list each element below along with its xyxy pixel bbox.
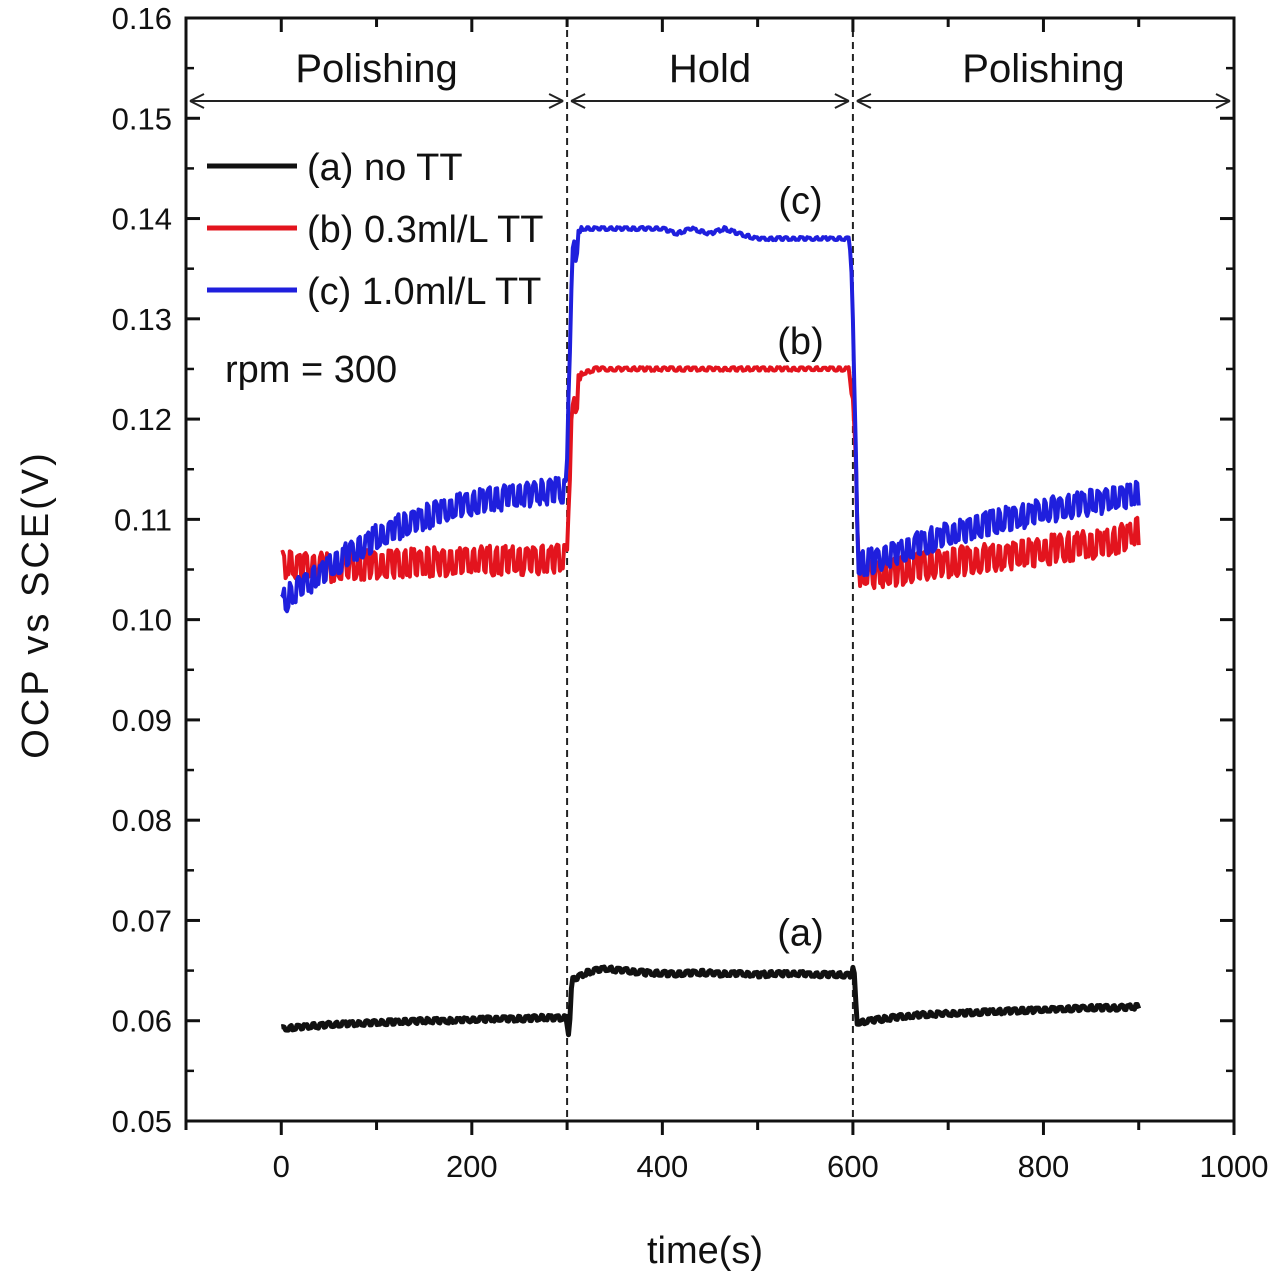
region-arrow-head-right — [834, 93, 850, 109]
region-label: Polishing — [295, 47, 457, 91]
region-label: Hold — [669, 47, 751, 91]
y-tick-label: 0.09 — [112, 703, 172, 738]
series-tag: (a) — [777, 913, 823, 955]
legend-label: (b) 0.3ml/L TT — [307, 209, 544, 251]
x-tick-label: 1000 — [1200, 1149, 1269, 1184]
series-tags: (a) (b) (c) — [777, 181, 823, 955]
region-arrow-head-left — [570, 93, 586, 109]
y-tick-label: 0.15 — [112, 101, 172, 136]
legend-label: (a) no TT — [307, 147, 463, 189]
y-tick-label: 0.14 — [112, 202, 172, 237]
y-tick-label: 0.13 — [112, 302, 172, 337]
x-tick-label: 0 — [273, 1149, 290, 1184]
y-axis-title: OCP vs SCE(V) — [15, 450, 57, 759]
rpm-annotation: rpm = 300 — [225, 349, 397, 391]
y-tick-label: 0.11 — [114, 502, 172, 537]
y-tick-label: 0.08 — [112, 803, 172, 838]
divider-lines — [566, 18, 854, 1121]
y-tick-label: 0.16 — [112, 1, 172, 36]
series-line-c — [280, 225, 1141, 614]
legend-label: (c) 1.0ml/L TT — [307, 271, 541, 313]
x-axis-title: time(s) — [647, 1230, 763, 1272]
y-tick-label: 0.06 — [112, 1004, 172, 1039]
legend: (a) no TT (b) 0.3ml/L TT (c) 1.0ml/L TT — [207, 147, 544, 313]
axes: 0.05 0.06 0.07 0.08 0.09 0.10 0.11 0.12 0.13 0.14… — [112, 1, 1269, 1184]
region-label: Polishing — [962, 47, 1124, 91]
region-arrow-head-left — [856, 93, 872, 109]
y-tick-label: 0.10 — [112, 603, 172, 638]
series-line-a — [280, 964, 1142, 1038]
x-tick-label: 800 — [1018, 1149, 1070, 1184]
region-arrow-head-right — [548, 93, 564, 109]
x-tick-label: 400 — [636, 1149, 688, 1184]
region-arrow-head-right — [1215, 93, 1231, 109]
series-tag: (c) — [778, 181, 822, 223]
region-labels: Polishing Hold Polishing — [189, 47, 1231, 109]
series-tag: (b) — [777, 321, 823, 363]
x-tick-label: 200 — [446, 1149, 498, 1184]
series-line-b — [280, 365, 1141, 590]
series-lines — [280, 225, 1142, 1038]
region-arrow-head-left — [189, 93, 205, 109]
y-tick-label: 0.05 — [112, 1104, 172, 1139]
x-tick-label: 600 — [827, 1149, 879, 1184]
y-tick-label: 0.07 — [112, 903, 172, 938]
y-tick-label: 0.12 — [112, 402, 172, 437]
